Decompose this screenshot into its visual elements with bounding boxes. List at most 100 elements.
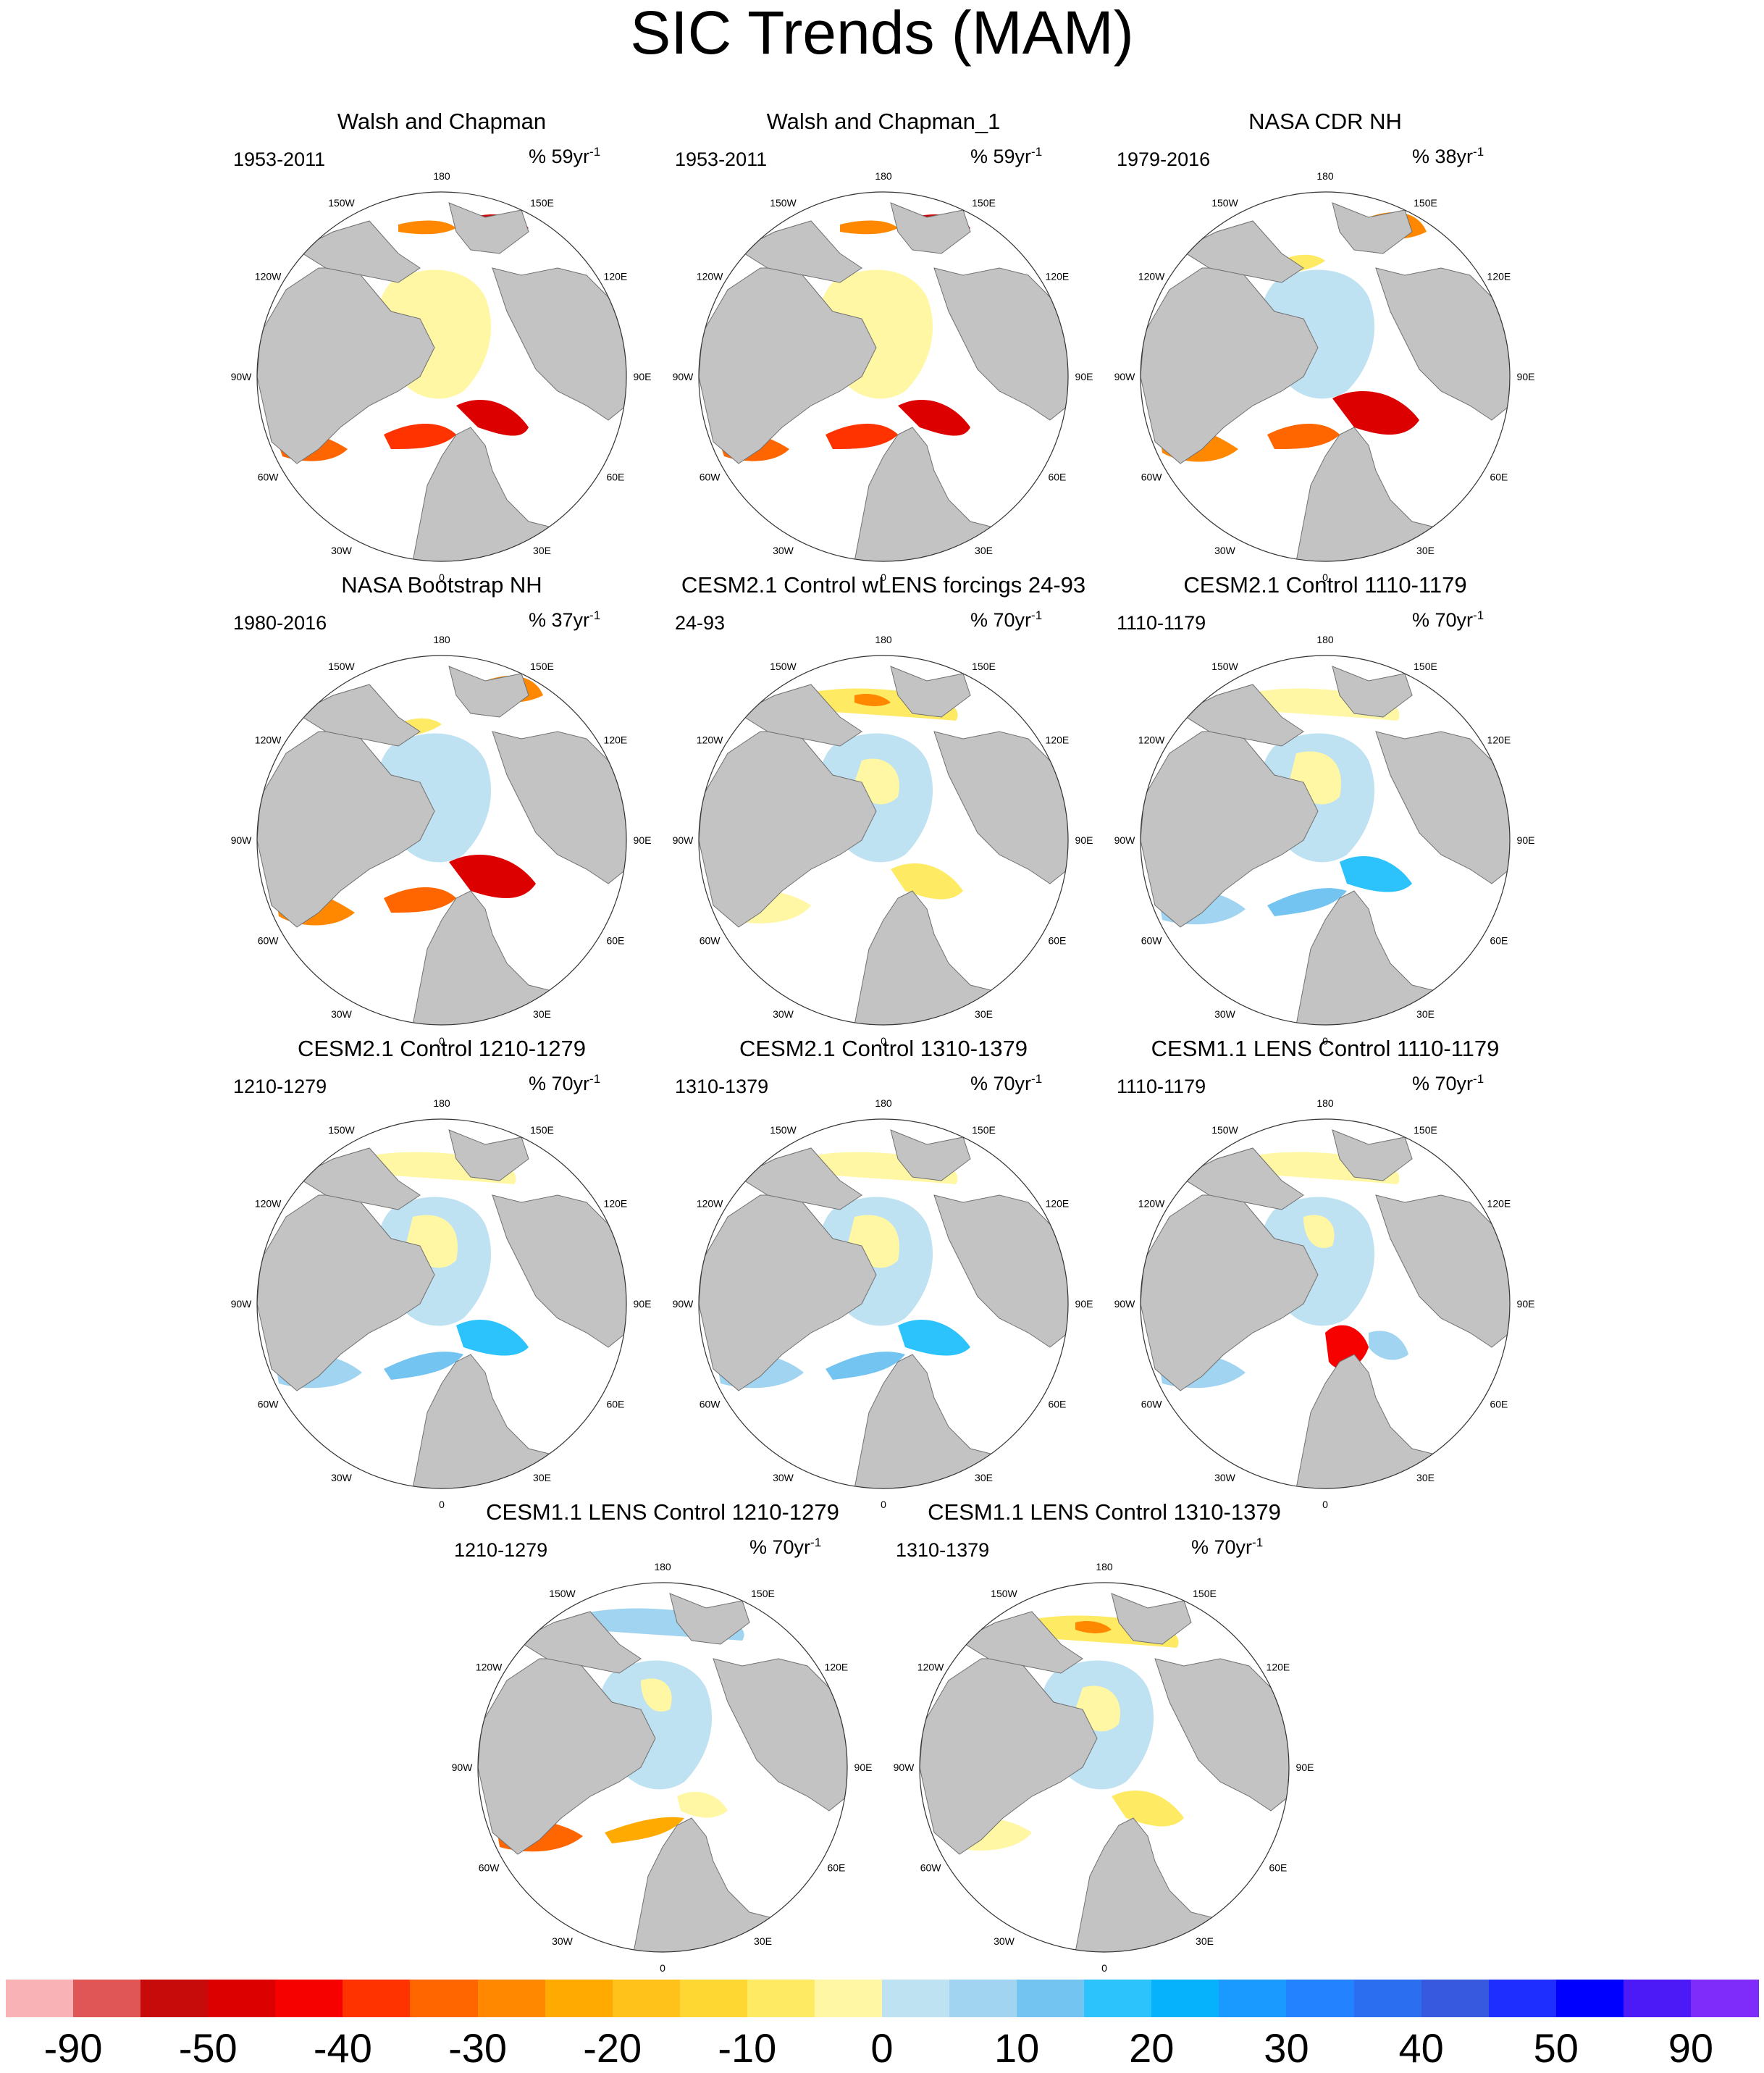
map-panel: CESM2.1 Control 1210-1279 1210-1279 % 70yr…	[231, 1036, 652, 1510]
longitude-label: 150W	[328, 1124, 355, 1136]
longitude-label: 180	[875, 170, 892, 182]
colorbar-tick-label: -10	[718, 2025, 777, 2071]
longitude-label: 90E	[1075, 371, 1093, 382]
polar-map: 180 150W 150E 120W 120E 90W 90E 60W 60E 30W 30E 0	[231, 634, 652, 1047]
colorbar-box	[410, 1980, 479, 2017]
panel-title: NASA Bootstrap NH	[341, 572, 542, 598]
colorbar-box	[949, 1980, 1018, 2017]
longitude-label: 90W	[1114, 834, 1136, 846]
longitude-label: 30E	[1416, 1008, 1435, 1020]
colorbar-tick-label: -50	[178, 2025, 238, 2071]
land-mass	[492, 1194, 626, 1348]
polar-map: 180 150W 150E 120W 120E 90W 90E 60W 60E 30W 30E 0	[894, 1561, 1314, 1974]
sic-trend-patch	[1332, 391, 1419, 435]
colorbar-box	[747, 1980, 815, 2017]
longitude-label: 0	[1322, 1499, 1328, 1510]
panel-period: 1110-1179	[1117, 612, 1206, 634]
sic-trend-patch	[384, 424, 456, 449]
sic-trend-patch	[891, 863, 963, 900]
longitude-label: 90W	[231, 1298, 253, 1310]
longitude-label: 180	[433, 1097, 450, 1109]
land-mass	[1179, 684, 1304, 747]
map-boundary	[698, 655, 1069, 1026]
colorbar-tick-label: -30	[448, 2025, 507, 2071]
land-mass	[1154, 1658, 1289, 1812]
sic-trend-patch	[677, 1791, 728, 1818]
longitude-label: 120E	[1487, 271, 1511, 282]
colorbar-tick-label: 90	[1668, 2025, 1714, 2071]
longitude-label: 180	[433, 634, 450, 645]
polar-map: 180 150W 150E 120W 120E 90W 90E 60W 60E 30W 30E 0	[1114, 1097, 1535, 1510]
map-boundary	[256, 191, 627, 562]
longitude-label: 180	[875, 634, 892, 645]
sic-trend-patch	[1267, 888, 1347, 916]
land-mass	[699, 1194, 877, 1391]
sic-trend-patch	[1267, 424, 1340, 449]
colorbar-box	[73, 1980, 142, 2017]
longitude-label: 150W	[991, 1588, 1017, 1599]
sic-trend-patch	[826, 1352, 905, 1380]
longitude-label: 120E	[604, 734, 628, 746]
map-panel: NASA CDR NH 1979-2016% 38yr-1 180 150W 150E 1…	[1114, 109, 1535, 583]
longitude-label: 90W	[894, 1762, 915, 1773]
longitude-label: 0	[439, 1499, 445, 1510]
panel-period: 1210-1279	[233, 1076, 327, 1097]
colorbar	[6, 1980, 1759, 2017]
longitude-label: 30E	[975, 545, 993, 556]
longitude-label: 120E	[1267, 1662, 1290, 1673]
longitude-label: 60W	[1141, 472, 1163, 483]
land-mass	[448, 1129, 529, 1181]
longitude-label: 150W	[770, 1124, 797, 1136]
longitude-label: 120W	[1138, 734, 1165, 746]
land-mass	[669, 1593, 750, 1645]
longitude-label: 180	[1316, 634, 1334, 645]
land-mass	[1141, 1194, 1319, 1391]
colorbar-box	[140, 1980, 209, 2017]
panel-units: % 70yr-1	[1191, 1536, 1264, 1558]
sic-trend-patch	[898, 1319, 970, 1356]
longitude-label: 30W	[994, 1935, 1015, 1947]
longitude-label: 120W	[917, 1662, 944, 1673]
longitude-label: 90W	[673, 834, 694, 846]
land-mass	[516, 1611, 642, 1674]
land-mass	[257, 267, 435, 464]
land-mass	[295, 684, 421, 747]
land-mass	[1375, 1194, 1510, 1348]
longitude-label: 150W	[328, 197, 355, 209]
panel-units: % 70yr-1	[529, 1072, 601, 1094]
longitude-label: 60E	[1048, 935, 1066, 947]
longitude-label: 150E	[1414, 661, 1437, 672]
longitude-label: 60E	[1490, 935, 1508, 947]
sic-trend-patch	[854, 694, 891, 706]
polar-map: 180 150W 150E 120W 120E 90W 90E 60W 60E 30W 30E 0	[452, 1561, 873, 1974]
map-boundary	[919, 1582, 1290, 1953]
polar-map: 180 150W 150E 120W 120E 90W 90E 60W 60E 30W 30E 0	[231, 170, 652, 583]
longitude-label: 120W	[255, 271, 282, 282]
longitude-label: 150W	[1211, 661, 1238, 672]
longitude-label: 30E	[754, 1935, 772, 1947]
longitude-label: 60W	[700, 935, 721, 947]
sic-trend-patch	[1340, 855, 1412, 892]
land-mass	[933, 731, 1068, 884]
longitude-label: 90E	[1517, 371, 1535, 382]
land-mass	[448, 202, 529, 254]
land-mass	[713, 1658, 847, 1812]
longitude-label: 60E	[606, 472, 624, 483]
land-mass	[1375, 731, 1510, 884]
longitude-label: 0	[660, 1962, 665, 1974]
sic-trend-patch	[641, 1678, 672, 1712]
longitude-label: 150W	[1211, 197, 1238, 209]
longitude-label: 120W	[697, 734, 723, 746]
longitude-label: 90W	[673, 1298, 694, 1310]
longitude-label: 150E	[530, 1124, 554, 1136]
longitude-label: 180	[654, 1561, 671, 1572]
colorbar-box	[545, 1980, 613, 2017]
land-mass	[478, 1658, 656, 1855]
longitude-label: 150W	[328, 661, 355, 672]
colorbar-box	[1017, 1980, 1085, 2017]
land-mass	[890, 1129, 971, 1181]
longitude-label: 90W	[231, 834, 253, 846]
polar-map: 180 150W 150E 120W 120E 90W 90E 60W 60E 30W 30E 0	[673, 170, 1093, 583]
longitude-label: 60W	[1141, 1399, 1163, 1410]
land-mass	[257, 1194, 435, 1391]
